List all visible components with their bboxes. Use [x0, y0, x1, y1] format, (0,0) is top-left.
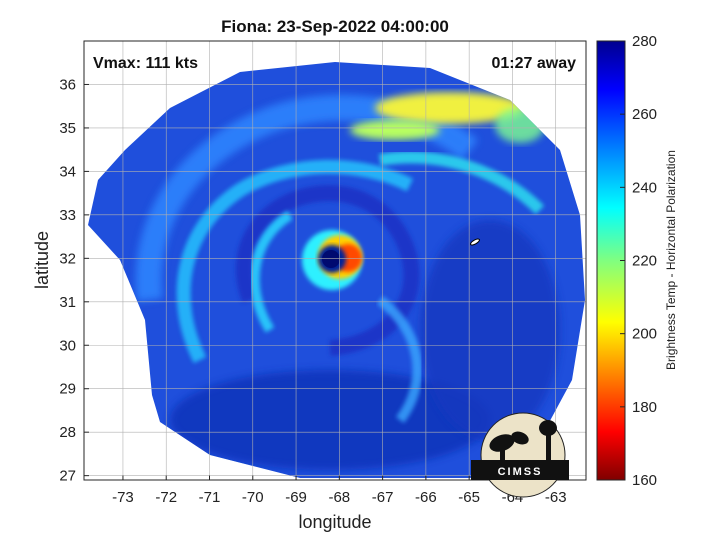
x-tick-label: -73	[112, 489, 134, 506]
x-tick-label: -68	[328, 489, 350, 506]
x-tick-label: -67	[372, 489, 394, 506]
y-tick-label: 35	[59, 120, 76, 137]
y-tick-label: 29	[59, 381, 76, 398]
y-tick-label: 33	[59, 207, 76, 224]
y-tick-label: 30	[59, 337, 76, 354]
colorbar-tick-labels: 160 180 200 220 240 260 280	[620, 33, 657, 489]
x-tick-label: -72	[155, 489, 177, 506]
x-tick-label: -70	[242, 489, 264, 506]
imagery-swath	[88, 62, 585, 478]
time-offset-annotation: 01:27 away	[491, 55, 576, 72]
y-tick-label: 27	[59, 468, 76, 485]
x-tick-label: -65	[458, 489, 480, 506]
colorbar-tick-label: 220	[632, 253, 657, 270]
x-tick-labels: -73 -72 -71 -70 -69 -68 -67 -66 -65 -64 -63	[112, 489, 566, 506]
colorbar-tick-label: 180	[632, 399, 657, 416]
x-tick-label: -66	[415, 489, 437, 506]
y-tick-label: 34	[59, 163, 76, 180]
colorbar-tick-label: 200	[632, 326, 657, 343]
colorbar-tick-label: 280	[632, 33, 657, 50]
y-tick-label: 31	[59, 294, 76, 311]
chart-title: Fiona: 23-Sep-2022 04:00:00	[221, 17, 449, 36]
axes-frame	[83, 40, 587, 481]
colorbar-tick-label: 160	[632, 472, 657, 489]
colorbar-tick-label: 260	[632, 106, 657, 123]
x-axis-label: longitude	[298, 512, 371, 532]
y-axis-label: latitude	[32, 231, 52, 289]
y-tick-label: 36	[59, 76, 76, 93]
cimss-logo-text: CIMSS	[498, 466, 543, 478]
colorbar-label: Brightness Temp - Horizontal Polarizatio…	[664, 150, 678, 370]
y-tick-label: 28	[59, 424, 76, 441]
vmax-annotation: Vmax: 111 kts	[93, 55, 198, 72]
y-tick-label: 32	[59, 250, 76, 267]
colorbar: 160 180 200 220 240 260 280 Brightness Temp - …	[596, 33, 678, 489]
colorbar-tick-label: 240	[632, 179, 657, 196]
x-tick-label: -71	[199, 489, 221, 506]
grid-lines	[84, 41, 586, 480]
cimss-logo: CIMSS	[471, 412, 569, 498]
y-tick-labels: 27 28 29 30 31 32 33 34 35 36	[59, 76, 76, 484]
x-tick-label: -69	[285, 489, 307, 506]
x-tick-label: -63	[545, 489, 567, 506]
